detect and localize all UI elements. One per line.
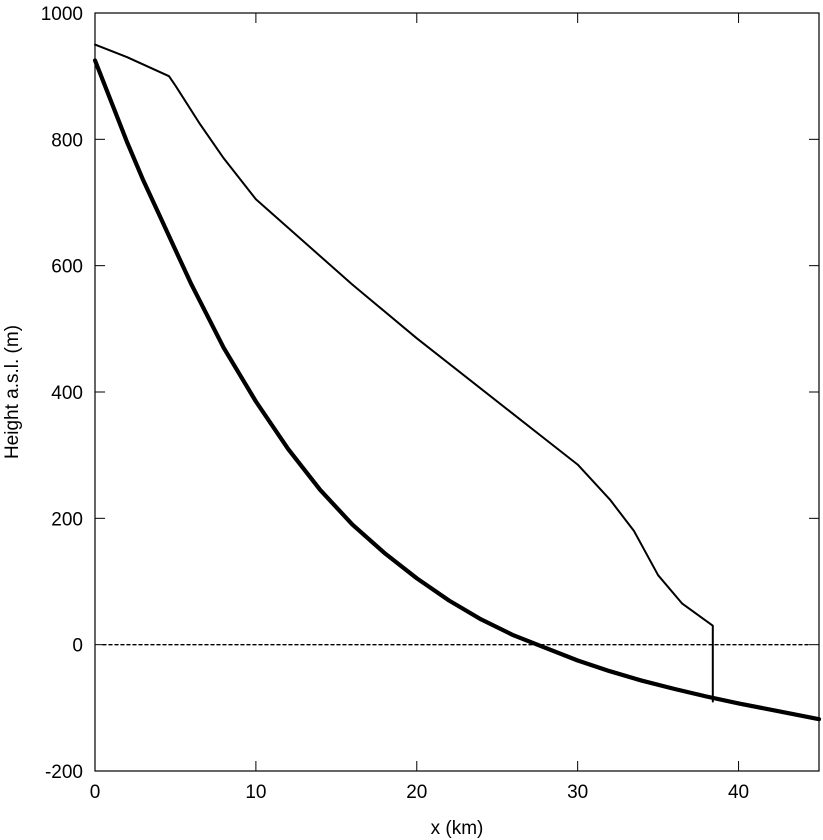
ticks-layer: 0 10 20 30 40 -200 0 200 400 600 800 1000 — [41, 4, 819, 803]
y-tick-label: 200 — [51, 509, 83, 530]
x-tick-label: 40 — [728, 782, 749, 803]
x-tick-label: 20 — [406, 782, 427, 803]
x-axis-title: x (km) — [431, 818, 484, 839]
x-tick-label: 30 — [567, 782, 588, 803]
y-tick-label: 0 — [72, 636, 83, 657]
y-tick-label: 400 — [51, 383, 83, 404]
x-tick-label: 0 — [90, 782, 101, 803]
y-tick-label: 600 — [51, 257, 83, 278]
plot-frame — [94, 12, 820, 772]
y-axis-title: Height a.s.l. (m) — [2, 325, 23, 459]
x-tick-label: 10 — [245, 782, 266, 803]
y-tick-label: -200 — [45, 762, 83, 783]
surface-profile-line — [94, 43, 714, 703]
bed-profile-line — [92, 58, 822, 722]
series-layer — [92, 43, 822, 722]
y-tick-label: 1000 — [41, 4, 83, 25]
y-tick-label: 800 — [51, 130, 83, 151]
